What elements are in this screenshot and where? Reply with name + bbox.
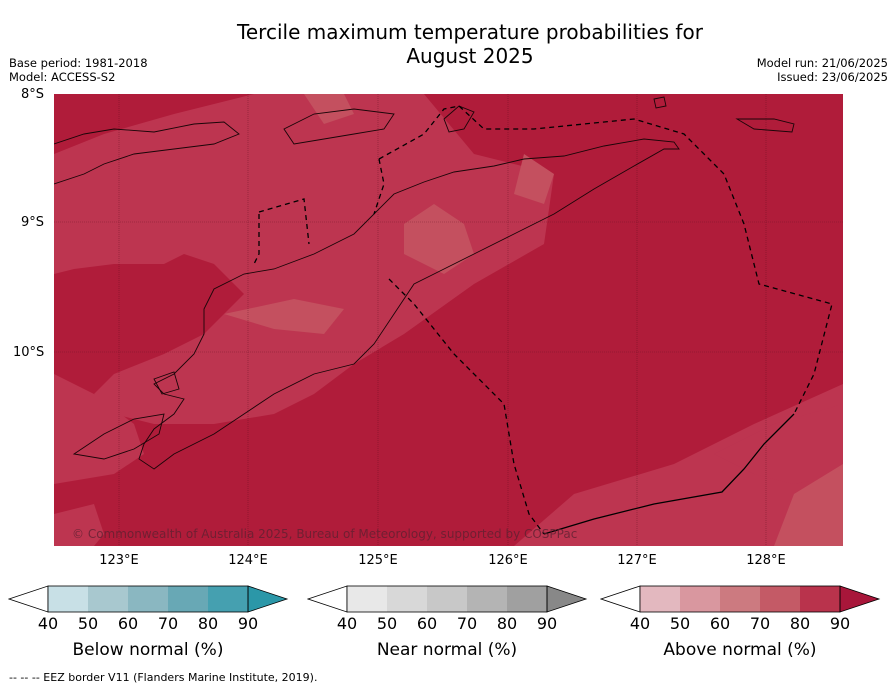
cb-above-60-70 [720,586,760,612]
island-ne [653,96,667,109]
alor-coast [283,108,395,145]
model-run: Model run: 21/06/2025 [756,56,888,70]
colorbar-below [8,585,289,613]
lon-label-125e: 125°E [358,553,398,568]
band-70-80-c [224,299,344,334]
model-name: Model: ACCESS-S2 [9,70,116,84]
meta-right: Model run: 21/06/2025 Issued: 23/06/2025 [757,56,888,84]
cb-below-arrow-left [8,585,49,613]
lon-label-128e: 128°E [746,553,786,568]
colorbar-near [307,585,588,613]
cb-above-tick-60: 60 [709,614,731,633]
cb-near-70-80 [467,586,507,612]
cb-near-frame [346,585,548,613]
lat-label-10s: 10°S [13,345,45,360]
cb-near-tick-80: 80 [496,614,518,633]
cb-near-label: Near normal (%) [376,640,518,660]
cb-below-tick-50: 50 [77,614,99,633]
cb-near-tick-70: 70 [456,614,478,633]
band-70-80-d [514,154,554,204]
probability-map [54,94,843,546]
cb-below-tick-70: 70 [157,614,179,633]
title-line2: August 2025 [406,44,534,68]
chart-title: Tercile maximum temperature probabilitie… [170,20,770,68]
cb-above-40-50 [640,586,680,612]
cb-below-60-70 [128,586,168,612]
cb-below-tick-60: 60 [117,614,139,633]
issued-date: Issued: 23/06/2025 [777,70,888,84]
band-80-90-upper [54,94,554,424]
meta-left: Base period: 1981-2018 Model: ACCESS-S2 [9,56,148,84]
cb-below-50-60 [88,586,128,612]
cb-above-tick-70: 70 [749,614,771,633]
lat-label-8s: 8°S [21,87,45,102]
cb-above-label: Above normal (%) [663,640,817,660]
cb-near-arrow-right [546,585,588,613]
cb-below-arrow-right [247,585,289,613]
cb-above-frame [639,585,841,613]
copyright-notice: © Commonwealth of Australia 2025, Bureau… [72,527,578,541]
cb-above-tick-90: 90 [829,614,851,633]
colorbar-above [600,585,881,613]
timor-coast [138,138,680,470]
flores-coast [54,121,240,185]
cb-near-arrow-left [307,585,348,613]
eez-solid [543,413,795,535]
eez-footnote: -- -- -- EEZ border V11 (Flanders Marine… [9,671,318,684]
cb-below-tick-80: 80 [197,614,219,633]
cb-below-tick-90: 90 [237,614,259,633]
band-80-90-right-edge [714,404,843,484]
coastlines [54,96,795,470]
cb-near-40-50 [347,586,387,612]
cb-below-80-90 [208,586,248,612]
semau-coast [153,371,180,395]
cb-above-arrow-left [600,585,641,613]
band-70-80-b [404,204,474,274]
cb-below-70-80 [168,586,208,612]
cb-above-arrow-right [839,585,881,613]
base-period: Base period: 1981-2018 [9,56,148,70]
band-80-90-lower-right [514,384,843,546]
cb-near-50-60 [387,586,427,612]
title-line1: Tercile maximum temperature probabilitie… [237,20,703,44]
cb-below-label: Below normal (%) [72,640,224,660]
cb-below-tick-40: 40 [37,614,59,633]
graticule [54,94,843,546]
cb-near-tick-40: 40 [336,614,358,633]
cb-above-tick-80: 80 [789,614,811,633]
cb-above-tick-40: 40 [629,614,651,633]
lon-label-126e: 126°E [488,553,528,568]
cb-near-tick-90: 90 [536,614,558,633]
cb-near-tick-50: 50 [376,614,398,633]
cb-near-60-70 [427,586,467,612]
cb-near-tick-60: 60 [416,614,438,633]
lon-label-123e: 123°E [99,553,139,568]
band-70-80-e [774,464,843,546]
eez-dashed [253,105,833,535]
cb-below-40-50 [48,586,88,612]
eez-border [253,105,833,535]
rote-coast [72,413,165,460]
islands-east [735,118,795,133]
cb-above-50-60 [680,586,720,612]
wetar-coast [443,105,475,133]
lat-label-9s: 9°S [21,215,45,230]
cb-below-frame [47,585,249,613]
lon-label-124e: 124°E [228,553,268,568]
cb-above-70-80 [760,586,800,612]
band-80-90-left [54,374,144,484]
cb-above-80-90 [800,586,840,612]
cb-near-80-90 [507,586,547,612]
lon-label-127e: 127°E [617,553,657,568]
band-70-80-a [304,94,354,124]
cb-above-tick-50: 50 [669,614,691,633]
band-80-90-bottom-left [54,504,104,546]
